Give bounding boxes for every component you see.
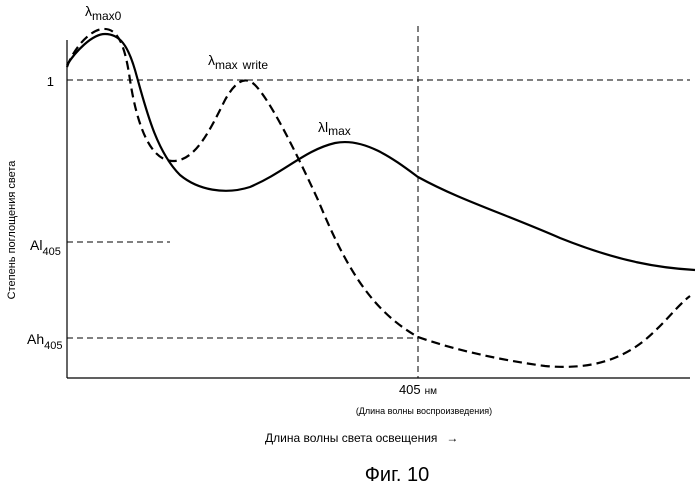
wavelength-405-note: (Длина волны воспроизведения) [356,406,492,416]
peak-max0-label: λmax0 [85,3,122,23]
x-axis-title: Длина волны света освещения→ [265,431,458,445]
figure-caption: Фиг. 10 [365,464,430,486]
peak-lmax-label: λlmax [318,119,351,138]
solid-curve [67,34,695,270]
ah405-label: Ah405 [27,331,62,352]
wavelength-405-label: 405нм [399,382,437,397]
y-axis-title: Степень поглощения света [6,160,18,300]
peak-write-label: λmaxwrite [208,52,268,72]
y-tick-1: 1 [47,74,54,89]
al405-label: Al405 [30,237,61,258]
